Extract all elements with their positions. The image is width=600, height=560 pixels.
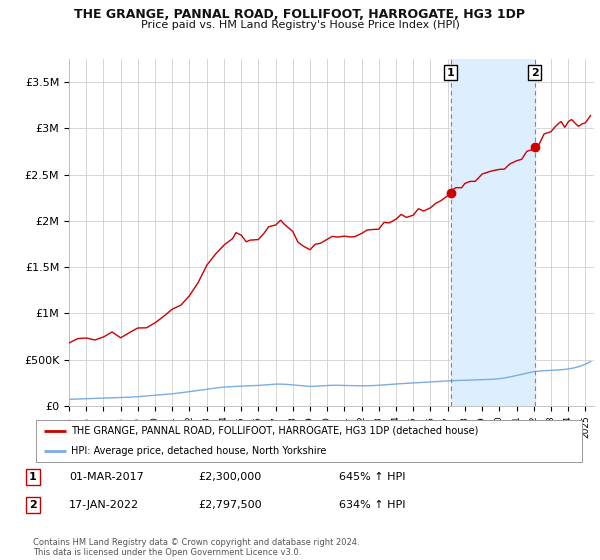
Text: 2: 2 xyxy=(531,68,538,78)
Text: 645% ↑ HPI: 645% ↑ HPI xyxy=(339,472,406,482)
Text: £2,300,000: £2,300,000 xyxy=(198,472,261,482)
Text: THE GRANGE, PANNAL ROAD, FOLLIFOOT, HARROGATE, HG3 1DP: THE GRANGE, PANNAL ROAD, FOLLIFOOT, HARR… xyxy=(74,8,526,21)
Text: HPI: Average price, detached house, North Yorkshire: HPI: Average price, detached house, Nort… xyxy=(71,446,327,456)
Text: Contains HM Land Registry data © Crown copyright and database right 2024.
This d: Contains HM Land Registry data © Crown c… xyxy=(33,538,359,557)
Text: 01-MAR-2017: 01-MAR-2017 xyxy=(69,472,144,482)
Text: 1: 1 xyxy=(29,472,37,482)
Bar xyxy=(451,59,535,406)
Text: £2,797,500: £2,797,500 xyxy=(198,500,262,510)
Text: 1: 1 xyxy=(447,68,454,78)
Text: 2: 2 xyxy=(29,500,37,510)
Text: 634% ↑ HPI: 634% ↑ HPI xyxy=(339,500,406,510)
Text: 17-JAN-2022: 17-JAN-2022 xyxy=(69,500,139,510)
Text: Price paid vs. HM Land Registry's House Price Index (HPI): Price paid vs. HM Land Registry's House … xyxy=(140,20,460,30)
Text: THE GRANGE, PANNAL ROAD, FOLLIFOOT, HARROGATE, HG3 1DP (detached house): THE GRANGE, PANNAL ROAD, FOLLIFOOT, HARR… xyxy=(71,426,479,436)
